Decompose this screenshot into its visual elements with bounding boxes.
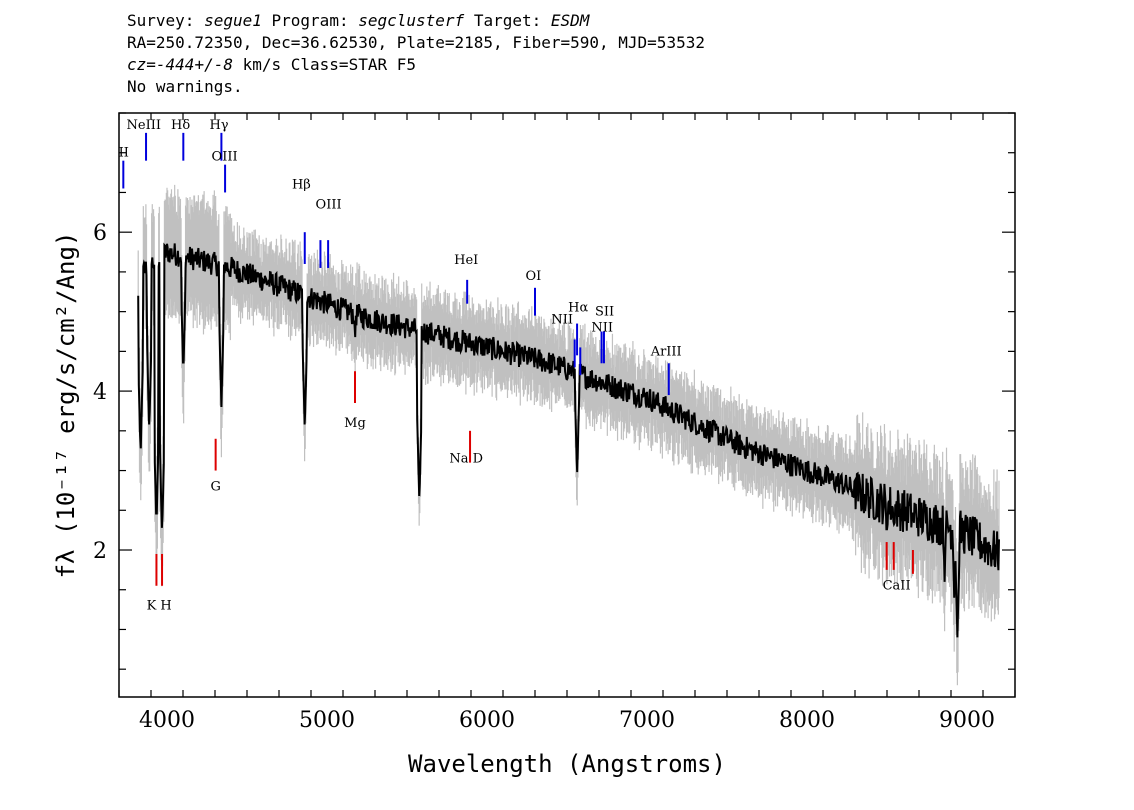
x-tick-label: 8000 — [779, 708, 835, 733]
axis-ticks: 4000 5000 6000 7000 8000 9000 2 4 6 — [93, 112, 1016, 733]
target-value: ESDM — [550, 11, 590, 30]
y-axis-title: fλ (10⁻¹⁷ erg/s/cm²/Ang) — [52, 232, 80, 579]
program-value: segclusterf — [358, 11, 465, 30]
header-line-warnings: No warnings. — [127, 77, 243, 96]
header-line-redshift: cz=-444+/-8 km/s Class=STAR F5 — [127, 54, 705, 76]
flux-series — [137, 242, 1000, 638]
line-label: OIII — [316, 197, 342, 212]
x-tick-label: 5000 — [299, 708, 355, 733]
line-label: NII — [591, 321, 613, 336]
line-label: OIII — [212, 150, 238, 165]
x-tick-label: 7000 — [619, 708, 675, 733]
cz-value: -444+/-8 — [155, 55, 233, 74]
y-tick-label: 2 — [93, 539, 107, 564]
line-label: ArIII — [650, 344, 682, 359]
line-label: HeI — [454, 253, 478, 268]
line-label: Hα — [568, 301, 588, 316]
line-label: OI — [526, 269, 542, 284]
x-tick-label: 9000 — [939, 708, 995, 733]
line-label: Hβ — [292, 177, 311, 192]
header-line-coordinates: RA=250.72350, Dec=36.62530, Plate=2185, … — [127, 33, 705, 52]
line-label: Hγ — [209, 118, 228, 133]
header-line-survey: Survey: segue1 Program: segclusterf Targ… — [127, 10, 705, 32]
line-label: K H — [147, 599, 172, 614]
class-text: km/s Class=STAR F5 — [232, 55, 416, 74]
line-label: NeIII — [127, 118, 161, 133]
line-label: G — [210, 479, 220, 494]
line-label: CaII — [883, 579, 911, 594]
y-tick-label: 4 — [93, 380, 107, 405]
cz-label: cz= — [127, 55, 156, 74]
line-label: Hδ — [171, 118, 190, 133]
x-axis-title: Wavelength (Angstroms) — [408, 750, 726, 778]
survey-value: segue1 — [204, 11, 262, 30]
line-label: Na D — [449, 452, 483, 467]
y-tick-label: 6 — [93, 221, 107, 246]
spectrum-header: Survey: segue1 Program: segclusterf Targ… — [127, 10, 705, 98]
survey-label: Survey: — [127, 11, 195, 30]
x-tick-label: 6000 — [459, 708, 515, 733]
flux-line — [137, 242, 1000, 638]
line-label: NII — [551, 313, 573, 328]
line-label: Mg — [344, 416, 366, 431]
program-label: Program: — [271, 11, 349, 30]
line-markers — [122, 132, 914, 586]
error-band — [137, 184, 1000, 686]
x-tick-label: 4000 — [139, 708, 195, 733]
target-label: Target: — [473, 11, 542, 30]
line-label: SII — [595, 305, 614, 320]
